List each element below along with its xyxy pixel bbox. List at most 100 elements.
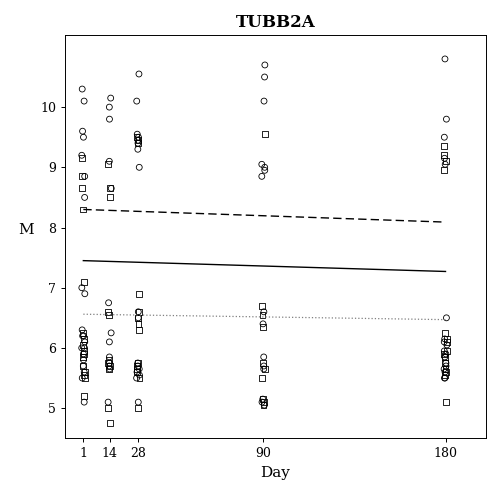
Point	[133, 97, 141, 105]
Point	[259, 395, 267, 403]
Point	[80, 332, 88, 340]
Point	[106, 115, 114, 123]
Point	[440, 350, 448, 358]
Point	[132, 133, 140, 141]
Point	[260, 365, 268, 373]
Point	[258, 398, 266, 406]
Point	[79, 362, 87, 370]
Point	[260, 353, 268, 361]
Point	[78, 154, 86, 162]
Point	[80, 398, 88, 406]
Point	[442, 398, 450, 406]
Point	[259, 320, 267, 328]
Point	[134, 398, 142, 406]
Point	[107, 94, 115, 102]
Point	[78, 184, 86, 192]
Point	[133, 362, 141, 370]
Point	[134, 308, 142, 316]
Point	[135, 326, 143, 334]
Point	[81, 172, 89, 180]
X-axis label: Day: Day	[261, 466, 291, 480]
Point	[106, 365, 114, 373]
Point	[104, 160, 112, 168]
Point	[442, 115, 450, 123]
Point	[134, 362, 142, 370]
Point	[106, 184, 114, 192]
Point	[441, 353, 449, 361]
Point	[80, 347, 88, 355]
Point	[79, 362, 87, 370]
Point	[260, 308, 268, 316]
Point	[78, 172, 86, 180]
Point	[442, 350, 450, 358]
Point	[134, 404, 142, 412]
Point	[440, 374, 448, 382]
Point	[134, 314, 142, 322]
Point	[133, 365, 141, 373]
Point	[134, 133, 142, 141]
Point	[442, 359, 450, 367]
Point	[261, 130, 269, 138]
Point	[443, 338, 451, 346]
Point	[259, 374, 267, 382]
Point	[105, 157, 113, 165]
Point	[79, 350, 87, 358]
Point	[78, 374, 86, 382]
Point	[134, 359, 142, 367]
Point	[260, 362, 268, 370]
Point	[80, 97, 88, 105]
Point	[81, 290, 89, 298]
Point	[104, 404, 112, 412]
Point	[80, 392, 88, 400]
Point	[135, 374, 143, 382]
Point	[78, 151, 86, 159]
Point	[134, 145, 142, 153]
Point	[79, 332, 87, 340]
Point	[134, 136, 142, 144]
Point	[79, 353, 87, 361]
Point	[134, 359, 142, 367]
Point	[440, 154, 448, 162]
Point	[104, 398, 112, 406]
Point	[133, 374, 141, 382]
Point	[80, 350, 88, 358]
Point	[105, 353, 113, 361]
Point	[440, 133, 448, 141]
Point	[106, 359, 114, 367]
Y-axis label: M: M	[19, 223, 34, 237]
Point	[135, 290, 143, 298]
Point	[259, 311, 267, 319]
Point	[441, 368, 449, 376]
Point	[135, 371, 143, 379]
Point	[134, 320, 142, 328]
Point	[105, 299, 113, 307]
Title: TUBB2A: TUBB2A	[235, 13, 316, 30]
Point	[135, 365, 143, 373]
Point	[81, 344, 89, 352]
Point	[104, 308, 112, 316]
Point	[443, 347, 451, 355]
Point	[79, 206, 87, 214]
Point	[443, 335, 451, 343]
Point	[134, 314, 142, 322]
Point	[105, 338, 113, 346]
Point	[78, 344, 86, 352]
Point	[441, 335, 449, 343]
Point	[440, 151, 448, 159]
Point	[261, 73, 269, 81]
Point	[80, 356, 88, 364]
Point	[104, 359, 112, 367]
Point	[441, 329, 449, 337]
Point	[134, 139, 142, 147]
Point	[81, 368, 89, 376]
Point	[107, 329, 115, 337]
Point	[441, 359, 449, 367]
Point	[443, 341, 451, 349]
Point	[105, 356, 113, 364]
Point	[441, 365, 449, 373]
Point	[440, 338, 448, 346]
Point	[261, 365, 269, 373]
Point	[441, 353, 449, 361]
Point	[261, 166, 269, 174]
Point	[80, 335, 88, 343]
